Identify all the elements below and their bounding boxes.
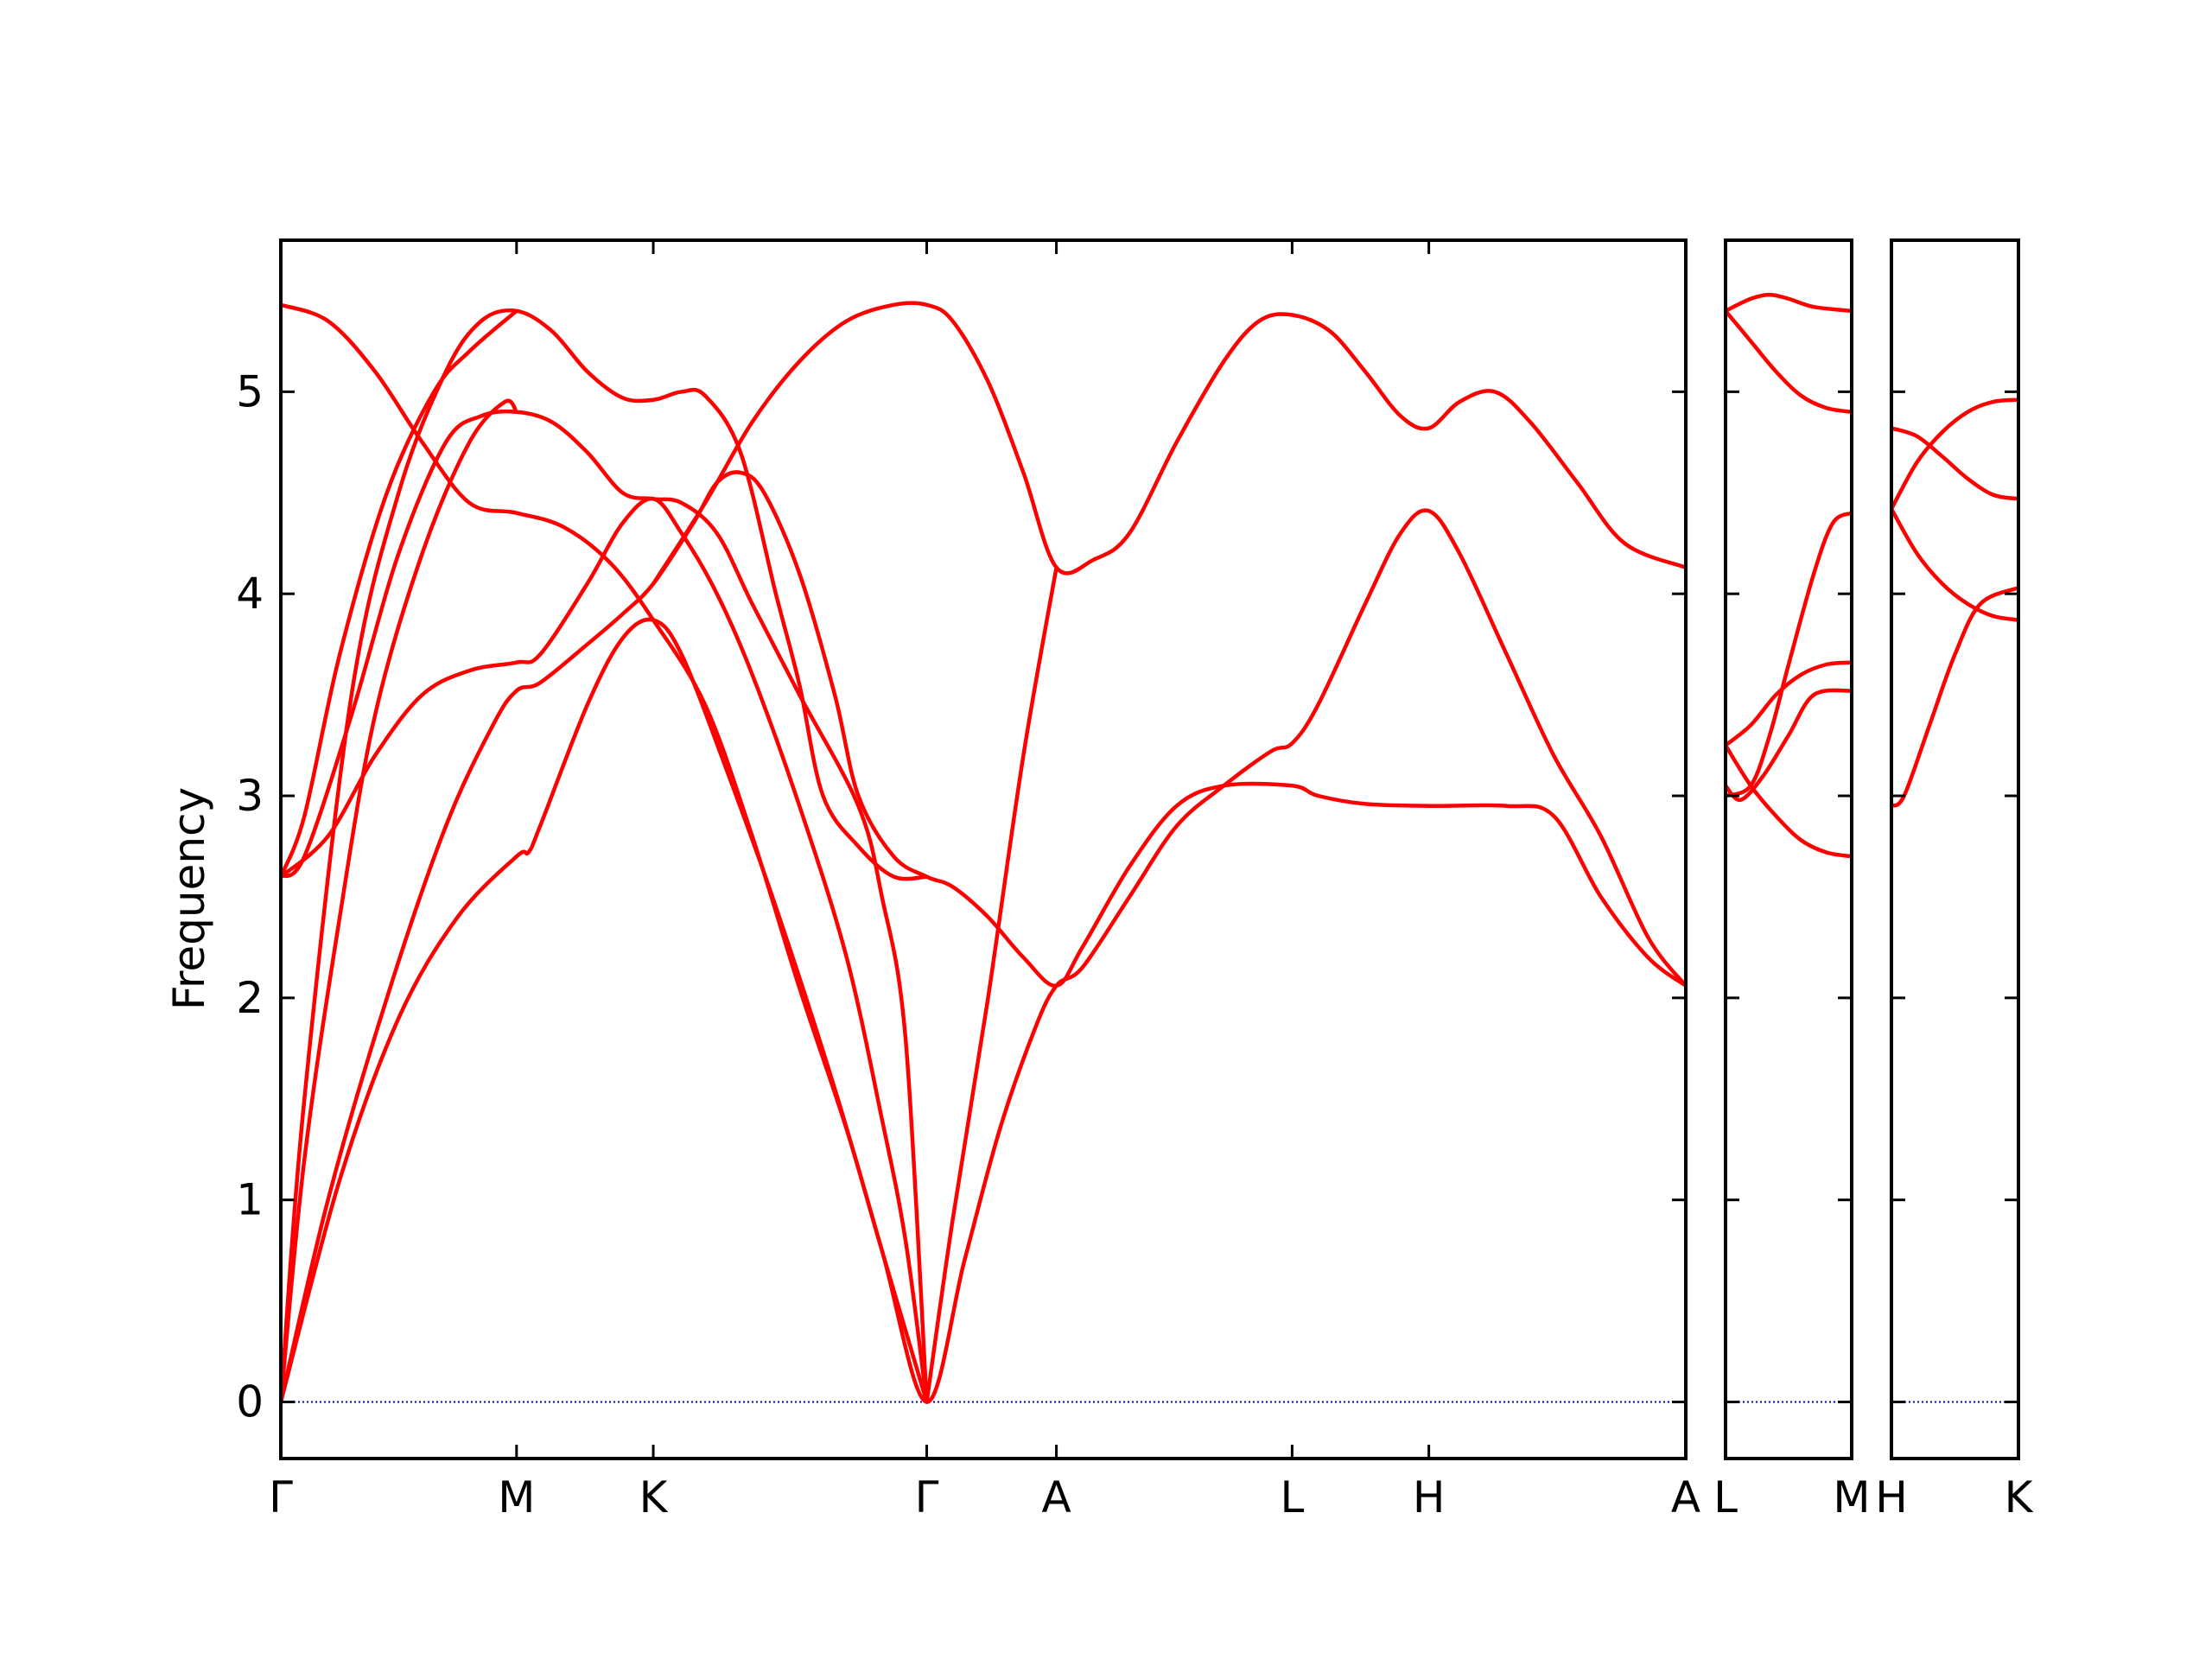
x-tick-label: M [498, 1472, 535, 1522]
band-line-lm-5 [1726, 660, 1852, 747]
bands [1726, 292, 1852, 859]
band-line-acoustic-2 [281, 470, 1686, 1404]
y-tick-label: 2 [236, 973, 264, 1023]
bands [281, 301, 1686, 1404]
x-tick-label: K [2005, 1472, 2034, 1522]
band-line-optic-2 [281, 497, 929, 1404]
x-tick-label: H [1875, 1472, 1908, 1522]
y-tick-label: 3 [236, 771, 264, 821]
bands [1891, 397, 2018, 808]
x-tick-label: K [639, 1472, 669, 1522]
band-line-optic-7 [925, 565, 1058, 1404]
panel-frame [1724, 238, 1853, 1460]
x-tick-label: Γ [915, 1472, 939, 1522]
x-tick-label: H [1413, 1472, 1446, 1522]
panel-frame [279, 238, 1688, 1460]
band-line-acoustic-1 [281, 508, 1686, 1404]
band-line-hk-4 [1891, 585, 2018, 808]
panel-main: 0 1 2 3 4 5 Γ M K Γ A L H A [236, 238, 1700, 1522]
x-tick-label: A [1671, 1472, 1700, 1522]
x-tick-label: M [1833, 1472, 1870, 1522]
y-tick-label: 1 [236, 1175, 264, 1225]
band-line-lm-3 [1726, 511, 1852, 798]
band-line-lm-4 [1726, 688, 1852, 802]
panel-frame [1890, 238, 2020, 1460]
band-line-optic-4 [281, 308, 519, 879]
band-line-hk-3 [1891, 506, 2018, 622]
x-tick-label: Γ [269, 1472, 293, 1522]
band-line-hk-1 [1891, 397, 2018, 512]
y-tick-label: 5 [236, 366, 264, 416]
band-line-lm-6 [1726, 743, 1852, 859]
x-tick-label: L [1713, 1472, 1738, 1522]
band-line-lm-1 [1726, 292, 1852, 314]
band-line-lm-2 [1726, 308, 1852, 415]
y-tick-label: 4 [236, 569, 264, 619]
x-tick-label: L [1280, 1472, 1304, 1522]
x-tick-label: A [1041, 1472, 1071, 1522]
band-line-hk-2 [1891, 426, 2018, 501]
band-line-acoustic-3 [281, 308, 929, 1404]
band-line-optic-6 [651, 301, 1686, 586]
band-line-optic-3 [281, 302, 929, 1404]
band-line-optic-5 [281, 398, 519, 1404]
y-tick-label: 0 [236, 1377, 264, 1427]
y-axis-label: Frequency [164, 787, 214, 1010]
